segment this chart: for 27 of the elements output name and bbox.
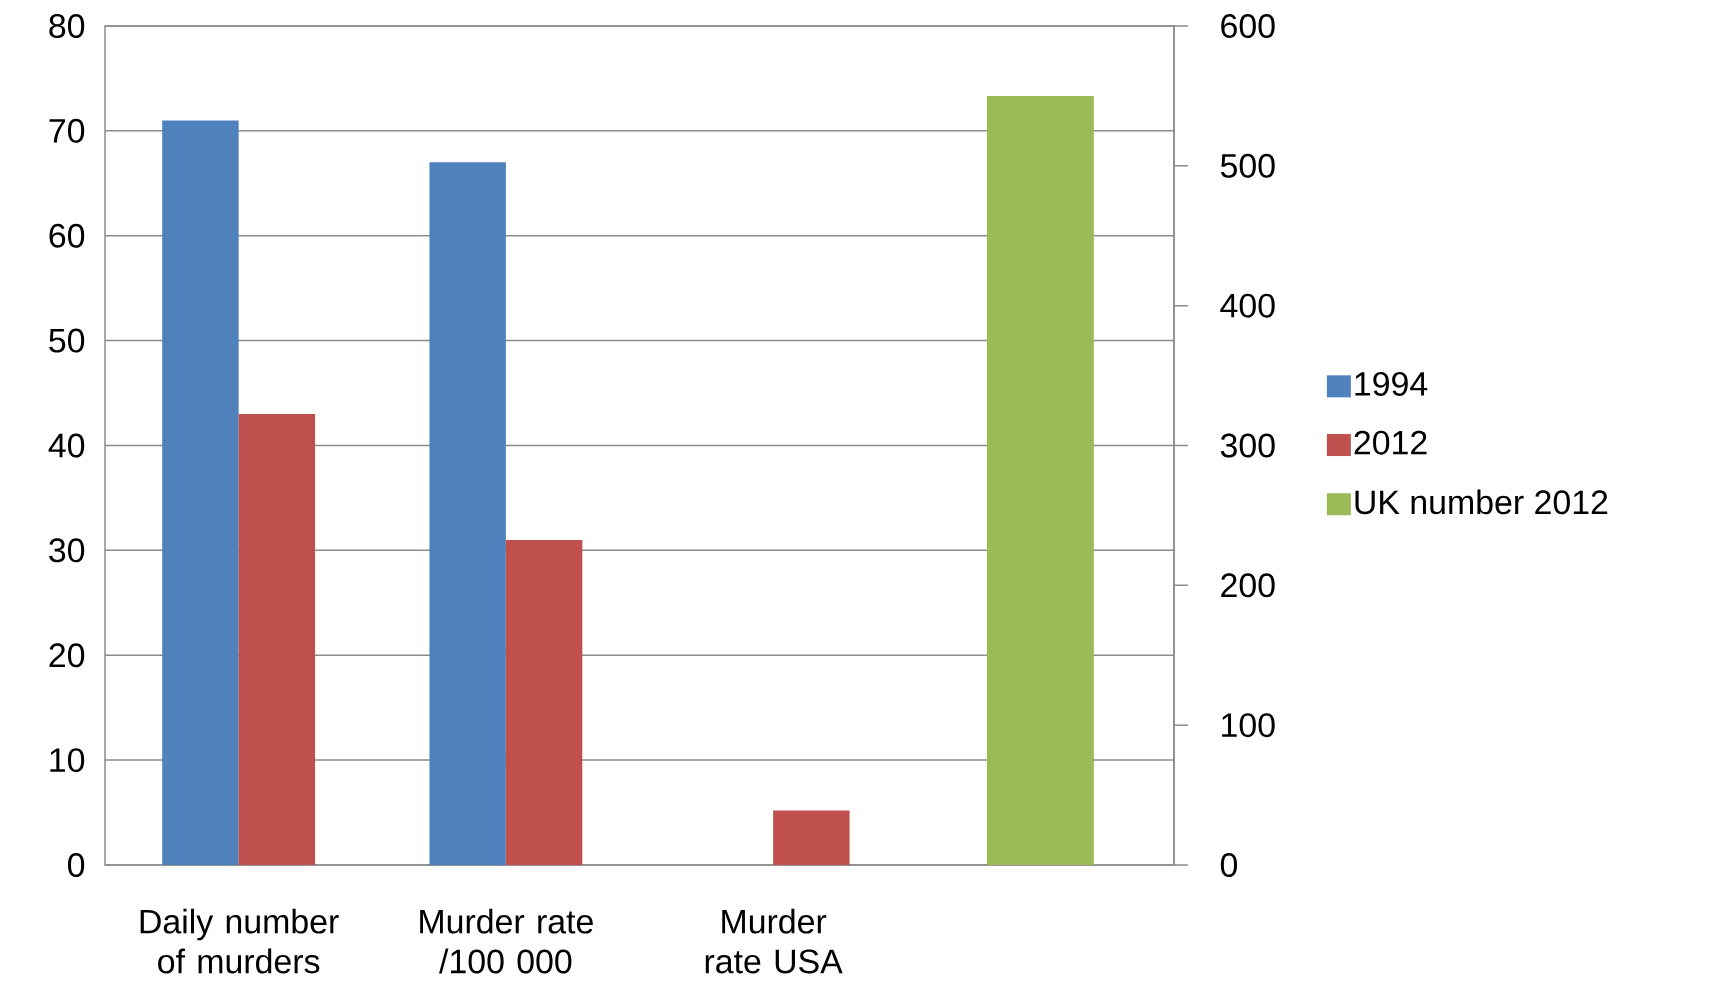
legend-label: 2012 xyxy=(1354,430,1427,455)
y-tick-label: 80 xyxy=(49,13,85,38)
y-tick-label: 40 xyxy=(48,433,85,458)
y2-tick-label: 100 xyxy=(1222,713,1275,738)
y2-tick-label: 600 xyxy=(1221,13,1275,38)
x-tick-label: Murder rate /100 000 xyxy=(420,908,593,974)
y2-tick-label: 400 xyxy=(1220,293,1275,318)
legend-label: 1994 xyxy=(1355,371,1428,396)
y-tick-label: 20 xyxy=(49,643,85,668)
y2-tick-label: 500 xyxy=(1220,153,1275,178)
y-tick-label: 60 xyxy=(49,223,85,248)
y-tick-label: 10 xyxy=(50,748,85,773)
y2-tick-label: 300 xyxy=(1220,433,1275,458)
y-tick-label: 30 xyxy=(49,538,85,563)
x-tick-label: Murder rate USA xyxy=(705,908,843,974)
bar xyxy=(238,414,316,865)
y-tick-label: 50 xyxy=(49,328,85,353)
x-tick-label: Daily number of murders xyxy=(140,908,339,974)
bar xyxy=(773,810,850,865)
bar xyxy=(429,162,506,865)
bar xyxy=(505,539,583,865)
y2-tick-label: 200 xyxy=(1221,573,1275,598)
y2-tick-label: 0 xyxy=(1220,853,1238,877)
bar xyxy=(162,120,239,865)
legend-label: UK number 2012 xyxy=(1355,489,1608,515)
y-tick-label: 0 xyxy=(68,853,85,877)
y-tick-label: 70 xyxy=(49,118,85,143)
